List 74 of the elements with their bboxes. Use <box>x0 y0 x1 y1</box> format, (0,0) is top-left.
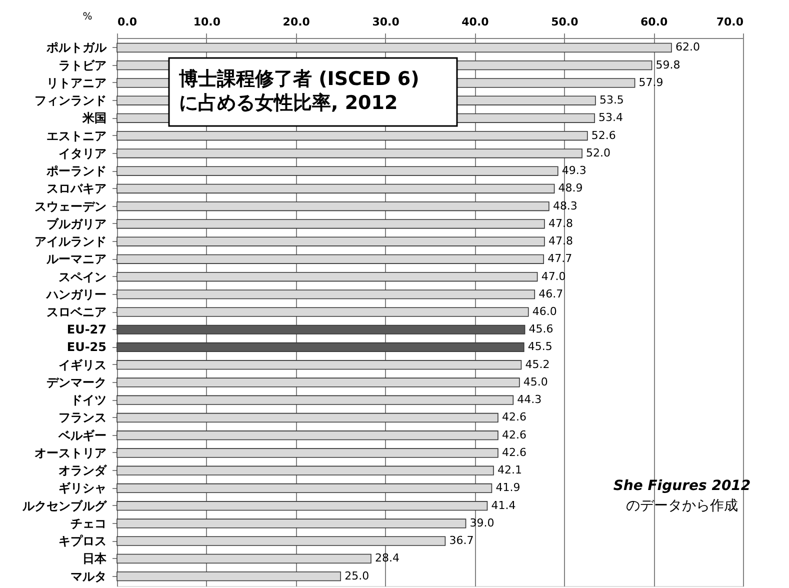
y-tick-label: スペイン <box>58 270 106 284</box>
x-tick-label: 40.0 <box>462 16 490 28</box>
y-tick-label: EU-27 <box>66 322 106 337</box>
data-label: 45.6 <box>528 322 554 336</box>
y-tick-label: オーストリア <box>34 446 106 460</box>
data-label: 49.3 <box>562 164 586 178</box>
y-tick-label: フィンランド <box>34 94 106 108</box>
annotation: のデータから作成 <box>626 498 738 514</box>
x-tick-label: 70.0 <box>716 16 744 28</box>
y-tick-label: スロバキア <box>46 182 106 196</box>
y-tick-label: EU-25 <box>66 340 106 354</box>
data-label: 44.3 <box>517 393 542 406</box>
y-tick-label: ギリシャ <box>58 481 106 496</box>
annotation: She Figures 2012 <box>613 478 751 494</box>
y-tick-label: イタリア <box>58 146 106 160</box>
data-label: 36.7 <box>449 534 474 548</box>
y-tick-label: キプロス <box>58 534 106 548</box>
y-tick-label: イギリス <box>58 358 106 372</box>
data-label: 28.4 <box>374 552 400 565</box>
x-tick-label: 20.0 <box>282 16 310 28</box>
data-label: 41.9 <box>496 481 520 494</box>
data-label: 42.6 <box>502 410 526 424</box>
data-label: 41.4 <box>491 498 516 512</box>
y-tick-label: 米国 <box>82 111 106 126</box>
y-tick-label: スウェーデン <box>34 199 106 214</box>
y-tick-label: ルクセンブルグ <box>22 498 108 513</box>
y-tick-label: ハンガリー <box>46 287 106 302</box>
y-tick-label: ルーマニア <box>46 252 106 266</box>
data-label: 46.7 <box>538 287 564 300</box>
data-label: 57.9 <box>638 76 664 89</box>
y-tick-label: 日本 <box>82 552 108 566</box>
y-tick-label: エストニア <box>46 128 106 143</box>
x-tick-label: 60.0 <box>640 16 668 28</box>
y-tick-label: オランダ <box>58 464 108 478</box>
y-tick-label: ポルトガル <box>46 40 108 55</box>
x-axis-title: % <box>82 12 92 22</box>
data-label: 45.0 <box>523 375 548 388</box>
data-label: 45.2 <box>525 358 550 371</box>
y-tick-label: ブルガリア <box>46 216 106 231</box>
data-label: 52.6 <box>591 128 616 142</box>
x-tick-label: 10.0 <box>193 16 221 28</box>
data-label: 47.8 <box>548 216 573 230</box>
data-label: 42.1 <box>497 464 522 477</box>
y-tick-label: ラトビア <box>58 58 106 72</box>
x-tick-label: 50.0 <box>551 16 579 28</box>
y-tick-label: スロベニア <box>46 305 106 319</box>
data-label: 47.0 <box>541 270 566 283</box>
data-label: 62.0 <box>675 40 700 54</box>
data-label: 47.7 <box>548 252 572 266</box>
data-label: 53.5 <box>599 94 624 107</box>
data-label: 48.9 <box>558 182 583 195</box>
data-label: 53.4 <box>598 111 624 124</box>
text: 博士課程修了者 (ISCED 6) に占める女性比率, 2012 <box>178 68 420 114</box>
data-label: 42.6 <box>502 428 526 442</box>
y-tick-label: リトアニア <box>46 76 106 90</box>
data-label: 42.6 <box>502 446 526 459</box>
data-label: 47.8 <box>548 234 573 248</box>
x-tick-label: 0.0 <box>118 16 138 28</box>
y-tick-label: ベルギー <box>58 428 106 442</box>
data-label: 25.0 <box>344 569 370 582</box>
data-label: 52.0 <box>586 146 611 160</box>
y-tick-label: フランス <box>58 410 106 425</box>
data-label: 48.3 <box>552 199 578 212</box>
x-tick-label: 30.0 <box>372 16 400 28</box>
y-tick-label: ポーランド <box>46 164 106 178</box>
data-label: 46.0 <box>532 305 557 318</box>
y-tick-label: ドイツ <box>70 393 106 408</box>
data-label: 45.5 <box>528 340 552 354</box>
y-tick-label: デンマーク <box>46 375 106 390</box>
data-label: 59.8 <box>656 58 680 72</box>
data-label: 39.0 <box>470 516 494 530</box>
y-tick-label: アイルランド <box>34 234 106 249</box>
y-tick-label: マルタ <box>70 569 106 584</box>
y-tick-label: チェコ <box>70 516 106 530</box>
